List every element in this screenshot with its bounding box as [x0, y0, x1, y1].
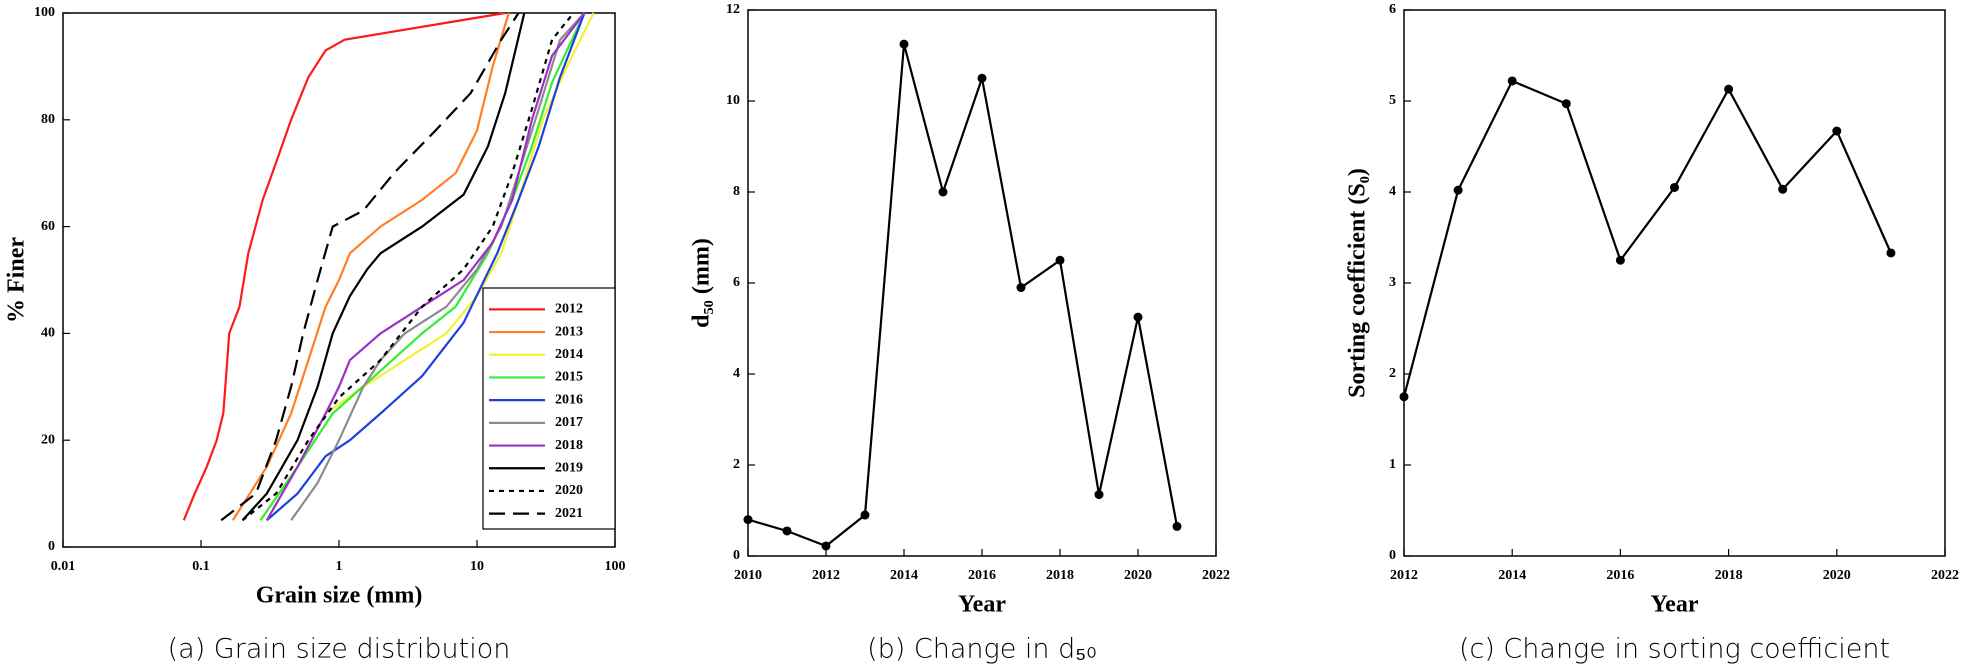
legend-label: 2017	[555, 415, 583, 430]
x-tick-label: 1	[336, 559, 343, 574]
caption: (c) Change in sorting coefficient	[1459, 634, 1890, 665]
x-tick-label: 2020	[1124, 568, 1152, 583]
y-tick-label: 6	[1389, 2, 1396, 17]
data-point	[1453, 185, 1463, 195]
y-tick-label: 100	[34, 5, 55, 20]
y-tick-label: 60	[41, 219, 55, 234]
x-tick-label: 2014	[1498, 568, 1526, 583]
x-tick-label: 100	[605, 559, 626, 574]
data-line	[182, 11, 506, 521]
x-tick-label: 2016	[1606, 568, 1634, 583]
y-tick-label: 0	[48, 539, 55, 554]
caption: (a) Grain size distribution	[168, 634, 511, 665]
data-point	[1561, 99, 1571, 109]
data-point	[1507, 76, 1517, 86]
data-point	[1615, 255, 1625, 265]
y-tick-label: 80	[41, 112, 55, 127]
x-tick-label: 2018	[1046, 568, 1074, 583]
x-tick-label: 2022	[1202, 568, 1230, 583]
y-tick-label: 2	[733, 457, 740, 472]
data-point	[1832, 126, 1842, 136]
y-tick-label: 2	[1389, 366, 1396, 381]
y-tick-label: 4	[1389, 184, 1396, 199]
legend-label: 2015	[555, 370, 583, 385]
x-tick-label: 2012	[1390, 568, 1418, 583]
data-line	[241, 12, 575, 522]
x-tick-label: 2020	[1823, 568, 1851, 583]
x-tick-label: 2016	[968, 568, 996, 583]
panel: 2012 2014 2016 2018 2020 2022 0 1 2 3 4 5 6 Year Sorti…	[1345, 2, 1960, 664]
data-point	[1886, 248, 1896, 258]
y-tick-label: 4	[733, 366, 740, 381]
data-line	[747, 43, 1179, 548]
data-line	[241, 12, 526, 522]
legend-label: 2019	[555, 460, 583, 475]
y-tick-label: 0	[733, 548, 740, 563]
x-tick-label: 2010	[734, 568, 762, 583]
data-point	[1172, 521, 1182, 531]
y-tick-label: 12	[726, 2, 740, 17]
legend-label: 2013	[555, 324, 583, 339]
data-point	[1016, 283, 1026, 293]
y-tick-label: 3	[1389, 275, 1396, 290]
legend-box	[482, 287, 616, 530]
data-point	[860, 510, 870, 520]
data-point	[821, 541, 831, 551]
data-point	[782, 526, 792, 536]
x-axis-label: Year	[958, 592, 1006, 618]
x-tick-label: 2018	[1715, 568, 1743, 583]
y-tick-label: 5	[1389, 93, 1396, 108]
data-line	[259, 12, 586, 521]
legend-label: 2020	[555, 483, 583, 498]
x-tick-label: 2012	[812, 568, 840, 583]
data-line	[220, 12, 520, 522]
y-tick-label: 0	[1389, 548, 1396, 563]
x-tick-label: 0.01	[51, 559, 76, 574]
data-point	[743, 515, 753, 525]
y-tick-label: 8	[733, 184, 740, 199]
legend-label: 2012	[555, 302, 583, 317]
data-line	[1402, 79, 1892, 398]
data-point	[899, 39, 909, 49]
data-line	[266, 12, 586, 522]
data-point	[938, 187, 948, 197]
data-point	[1670, 182, 1679, 192]
data-point	[977, 73, 987, 83]
y-axis-label: % Finer	[4, 237, 30, 323]
legend-label: 2018	[555, 438, 583, 453]
legend-label: 2021	[555, 506, 583, 521]
data-line	[290, 12, 586, 521]
panel: 0.01 0.1 1 10 100 0 20 40 60 80 100 Grain size (mm)…	[4, 5, 626, 664]
data-point	[1094, 490, 1104, 500]
data-line	[231, 12, 510, 521]
panel: 2010 2012 2014 2016 2018 2020 2022 0 2 4 6 8 10 12 Yea…	[689, 2, 1231, 664]
caption: (b) Change in d₅₀	[867, 634, 1097, 665]
data-point	[1778, 184, 1788, 194]
x-tick-label: 10	[470, 559, 484, 574]
x-axis-label: Year	[1651, 592, 1699, 618]
plot-frame	[747, 9, 1217, 557]
y-tick-label: 20	[41, 432, 55, 447]
y-axis-label: Sorting coefficient (S₀)	[1345, 168, 1371, 398]
x-tick-label: 0.1	[192, 559, 210, 574]
data-point	[1399, 392, 1409, 402]
y-tick-label: 6	[733, 275, 740, 290]
data-point	[1133, 312, 1143, 322]
y-axis-label: d₅₀ (mm)	[689, 238, 715, 328]
plot-frame	[1403, 9, 1946, 557]
y-tick-label: 10	[726, 93, 740, 108]
x-axis-label: Grain size (mm)	[256, 583, 423, 609]
x-tick-label: 2022	[1931, 568, 1959, 583]
y-tick-label: 40	[41, 326, 55, 341]
data-point	[1724, 84, 1734, 94]
legend-label: 2014	[555, 347, 583, 362]
legend: 2012 2013 2014 2015 2016 2017 2018 2019 2020 2021	[482, 287, 616, 530]
data-point	[1055, 255, 1065, 265]
legend-label: 2016	[555, 392, 583, 407]
x-tick-label: 2014	[890, 568, 918, 583]
y-tick-label: 1	[1389, 457, 1396, 472]
